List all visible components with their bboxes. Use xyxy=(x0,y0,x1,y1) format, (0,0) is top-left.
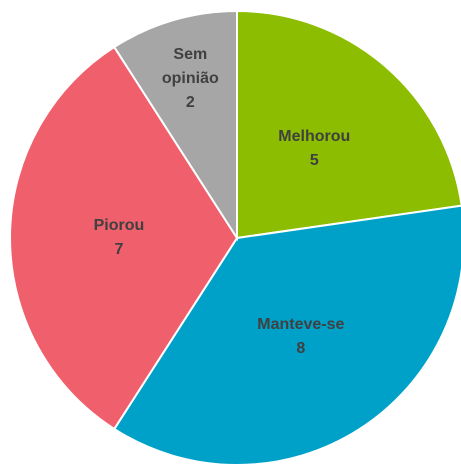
slice-label: Manteve-se 8 xyxy=(256,292,346,382)
slice-label: Melhorou 5 xyxy=(269,104,359,194)
category-label: Piorou xyxy=(93,217,145,234)
value-label: 8 xyxy=(296,340,306,358)
pie-slice xyxy=(112,9,238,242)
category-label: Melhorou xyxy=(278,127,351,145)
slice-label: Sem opinião 2 xyxy=(145,34,235,124)
label-box: Piorou 7 xyxy=(74,193,164,283)
value-label: 2 xyxy=(185,94,195,111)
label-box: Melhorou 5 xyxy=(269,104,359,194)
slice-label: Piorou 7 xyxy=(74,193,164,283)
category-label: Manteve-se xyxy=(257,316,345,334)
value-label: 7 xyxy=(114,241,124,258)
label-box: Manteve-se 8 xyxy=(256,292,346,382)
pie-slice xyxy=(9,45,239,431)
pie-slice xyxy=(236,9,461,240)
label-box: Sem opinião 2 xyxy=(145,34,235,124)
value-label: 5 xyxy=(309,151,319,169)
category-label: Sem opinião xyxy=(161,46,219,87)
